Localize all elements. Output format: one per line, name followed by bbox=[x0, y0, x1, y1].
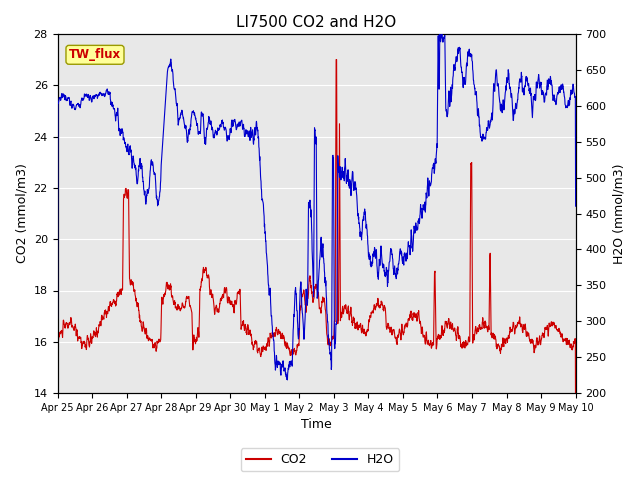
Y-axis label: CO2 (mmol/m3): CO2 (mmol/m3) bbox=[15, 164, 28, 264]
X-axis label: Time: Time bbox=[301, 419, 332, 432]
Title: LI7500 CO2 and H2O: LI7500 CO2 and H2O bbox=[236, 15, 397, 30]
Text: TW_flux: TW_flux bbox=[69, 48, 121, 61]
Y-axis label: H2O (mmol/m3): H2O (mmol/m3) bbox=[612, 163, 625, 264]
Legend: CO2, H2O: CO2, H2O bbox=[241, 448, 399, 471]
